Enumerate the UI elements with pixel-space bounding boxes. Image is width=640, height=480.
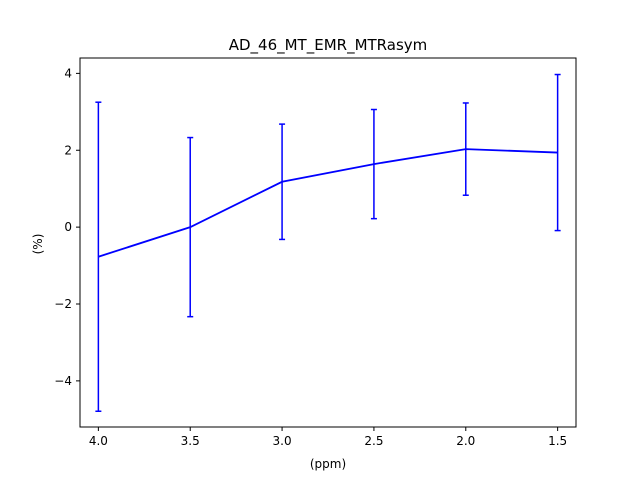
x-tick-label: 2.5 (364, 434, 383, 448)
x-tick-label: 3.0 (273, 434, 292, 448)
chart-title: AD_46_MT_EMR_MTRasym (229, 36, 428, 55)
x-axis-ticks: 4.0 3.5 3.0 2.5 2.0 1.5 (89, 427, 567, 448)
y-tick-label: 0 (64, 220, 72, 234)
plot-area (79, 57, 577, 428)
y-tick-label: 4 (64, 66, 72, 80)
series-line-0 (98, 148, 558, 258)
axes-frame (79, 57, 577, 428)
x-tick-label: 1.5 (548, 434, 567, 448)
y-tick-label: −4 (54, 374, 72, 388)
x-tick-label: 4.0 (89, 434, 108, 448)
x-tick-label: 3.5 (181, 434, 200, 448)
x-axis-label: (ppm) (310, 457, 346, 471)
y-axis-label: (%) (31, 234, 45, 255)
y-tick-label: 2 (64, 143, 72, 157)
y-tick-label: −2 (54, 297, 72, 311)
x-tick-label: 2.0 (456, 434, 475, 448)
y-axis-ticks: −4 −2 0 2 4 (54, 66, 80, 388)
